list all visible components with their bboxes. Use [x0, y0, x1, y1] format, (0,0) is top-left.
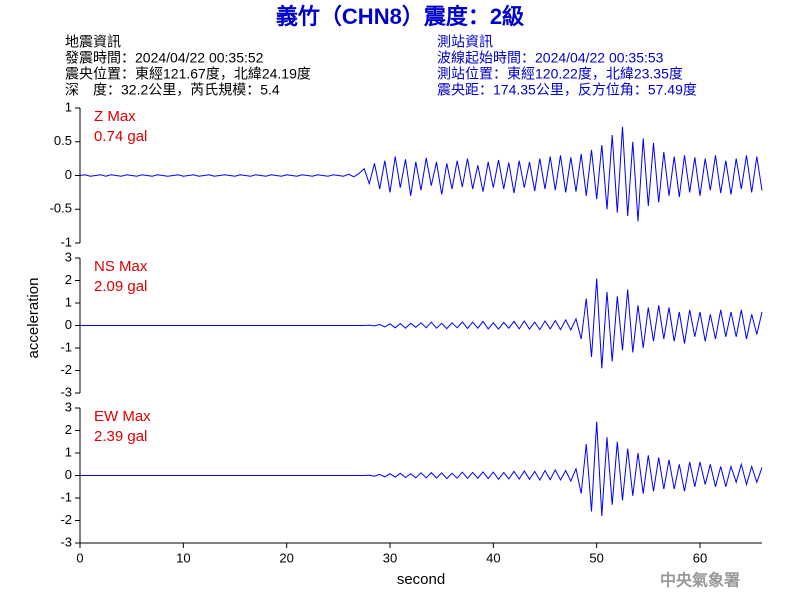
x-tick-label: 40: [486, 550, 500, 565]
info-right: 測站資訊: [437, 34, 493, 50]
info-right: 波線起始時間：2024/04/22 00:35:53: [437, 50, 664, 66]
max-annotation: NS Max: [94, 258, 148, 275]
x-label: second: [397, 571, 445, 588]
info-left: 地震資訊: [65, 34, 121, 50]
y-tick-label: -0.5: [50, 201, 72, 216]
y-tick-label: 3: [65, 249, 72, 264]
y-tick-label: -3: [60, 384, 72, 399]
y-tick-label: -1: [60, 234, 72, 249]
info-left: 發震時間：2024/04/22 00:35:52: [65, 50, 264, 66]
x-tick-label: 10: [176, 550, 190, 565]
y-tick-label: -2: [60, 512, 72, 527]
y-tick-label: 0: [65, 317, 72, 332]
max-annotation: EW Max: [94, 408, 151, 425]
y-tick-label: 1: [65, 444, 72, 459]
y-tick-label: 2: [65, 272, 72, 287]
max-annotation: 2.09 gal: [94, 278, 147, 295]
waveform: [79, 126, 763, 222]
y-tick-label: 1: [65, 99, 72, 114]
max-annotation: 2.39 gal: [94, 428, 147, 445]
title: 義竹（CHN8）震度：2級: [276, 4, 524, 29]
waveform: [80, 421, 763, 517]
y-tick-label: -2: [60, 362, 72, 377]
y-tick-label: -1: [60, 339, 72, 354]
x-tick-label: 0: [76, 550, 83, 565]
info-left: 震央位置：東經121.67度，北緯24.19度: [65, 66, 311, 82]
info-right: 測站位置：東經120.22度，北緯23.35度: [437, 66, 683, 82]
y-tick-label: -3: [60, 534, 72, 549]
info-left: 深 度：32.2公里，芮氏規模：5.4: [65, 82, 280, 98]
x-tick-label: 60: [693, 550, 707, 565]
y-tick-label: 2: [65, 422, 72, 437]
y-tick-label: -1: [60, 489, 72, 504]
y-tick-label: 0: [65, 467, 72, 482]
y-tick-label: 1: [65, 294, 72, 309]
x-tick-label: 50: [589, 550, 603, 565]
max-annotation: Z Max: [94, 108, 136, 125]
y-label: acceleration: [25, 278, 42, 359]
y-tick-label: 0.5: [54, 133, 72, 148]
y-tick-label: 3: [65, 399, 72, 414]
footer: 中央氣象署: [660, 571, 740, 590]
max-annotation: 0.74 gal: [94, 128, 147, 145]
waveform: [80, 278, 763, 369]
y-tick-label: 0: [65, 167, 72, 182]
info-right: 震央距：174.35公里，反方位角：57.49度: [437, 82, 697, 98]
x-tick-label: 30: [383, 550, 397, 565]
x-tick-label: 20: [279, 550, 293, 565]
